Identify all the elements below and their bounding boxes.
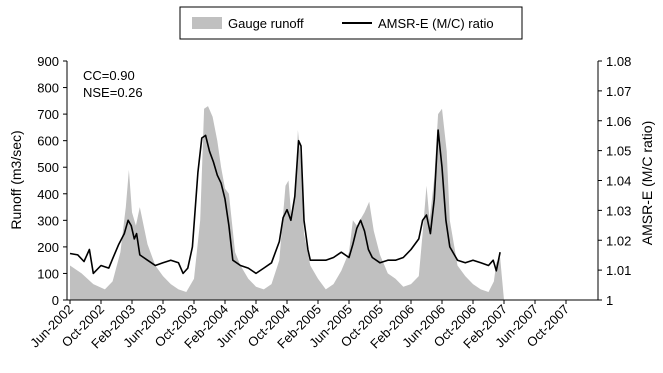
right-tick-label: 1 xyxy=(606,293,613,308)
left-tick-label: 800 xyxy=(37,81,59,96)
right-tick-label: 1.07 xyxy=(606,84,631,99)
left-tick-label: 200 xyxy=(37,240,59,255)
legend-label-gauge-runoff: Gauge runoff xyxy=(228,16,304,31)
left-tick-label: 500 xyxy=(37,160,59,175)
right-tick-label: 1.05 xyxy=(606,144,631,159)
gauge-runoff-area xyxy=(70,106,504,300)
x-ticks: Jun-2002Oct-2002Feb-2003Jun-2003Oct-2003… xyxy=(27,300,572,351)
left-tick-label: 0 xyxy=(52,293,59,308)
plot-area xyxy=(69,106,504,300)
right-tick-label: 1.06 xyxy=(606,114,631,129)
y-axis-right-title: AMSR-E (M/C ratio) xyxy=(639,121,655,245)
legend-swatch-gauge-runoff xyxy=(192,17,222,29)
annotation-cc: CC=0.90 xyxy=(83,68,135,83)
legend-label-amsre: AMSR-E (M/C) ratio xyxy=(378,16,494,31)
right-tick-label: 1.04 xyxy=(606,174,631,189)
left-tick-label: 900 xyxy=(37,54,59,69)
legend: Gauge runoff AMSR-E (M/C) ratio xyxy=(179,6,523,40)
left-tick-label: 400 xyxy=(37,187,59,202)
y-axis-left-title: Runoff (m3/sec) xyxy=(8,130,24,229)
left-tick-label: 700 xyxy=(37,107,59,122)
right-ticks: 1 1.01 1.02 1.03 1.04 1.05 1.06 1.07 1.08 xyxy=(598,54,631,308)
left-tick-label: 600 xyxy=(37,134,59,149)
right-tick-label: 1.03 xyxy=(606,203,631,218)
left-tick-label: 100 xyxy=(37,266,59,281)
left-tick-label: 300 xyxy=(37,213,59,228)
right-tick-label: 1.02 xyxy=(606,233,631,248)
left-ticks: 0 100 200 300 400 500 600 700 800 900 xyxy=(37,54,67,308)
right-tick-label: 1.01 xyxy=(606,263,631,278)
annotation-nse: NSE=0.26 xyxy=(83,85,143,100)
right-tick-label: 1.08 xyxy=(606,54,631,69)
amsre-ratio-line xyxy=(69,129,501,275)
